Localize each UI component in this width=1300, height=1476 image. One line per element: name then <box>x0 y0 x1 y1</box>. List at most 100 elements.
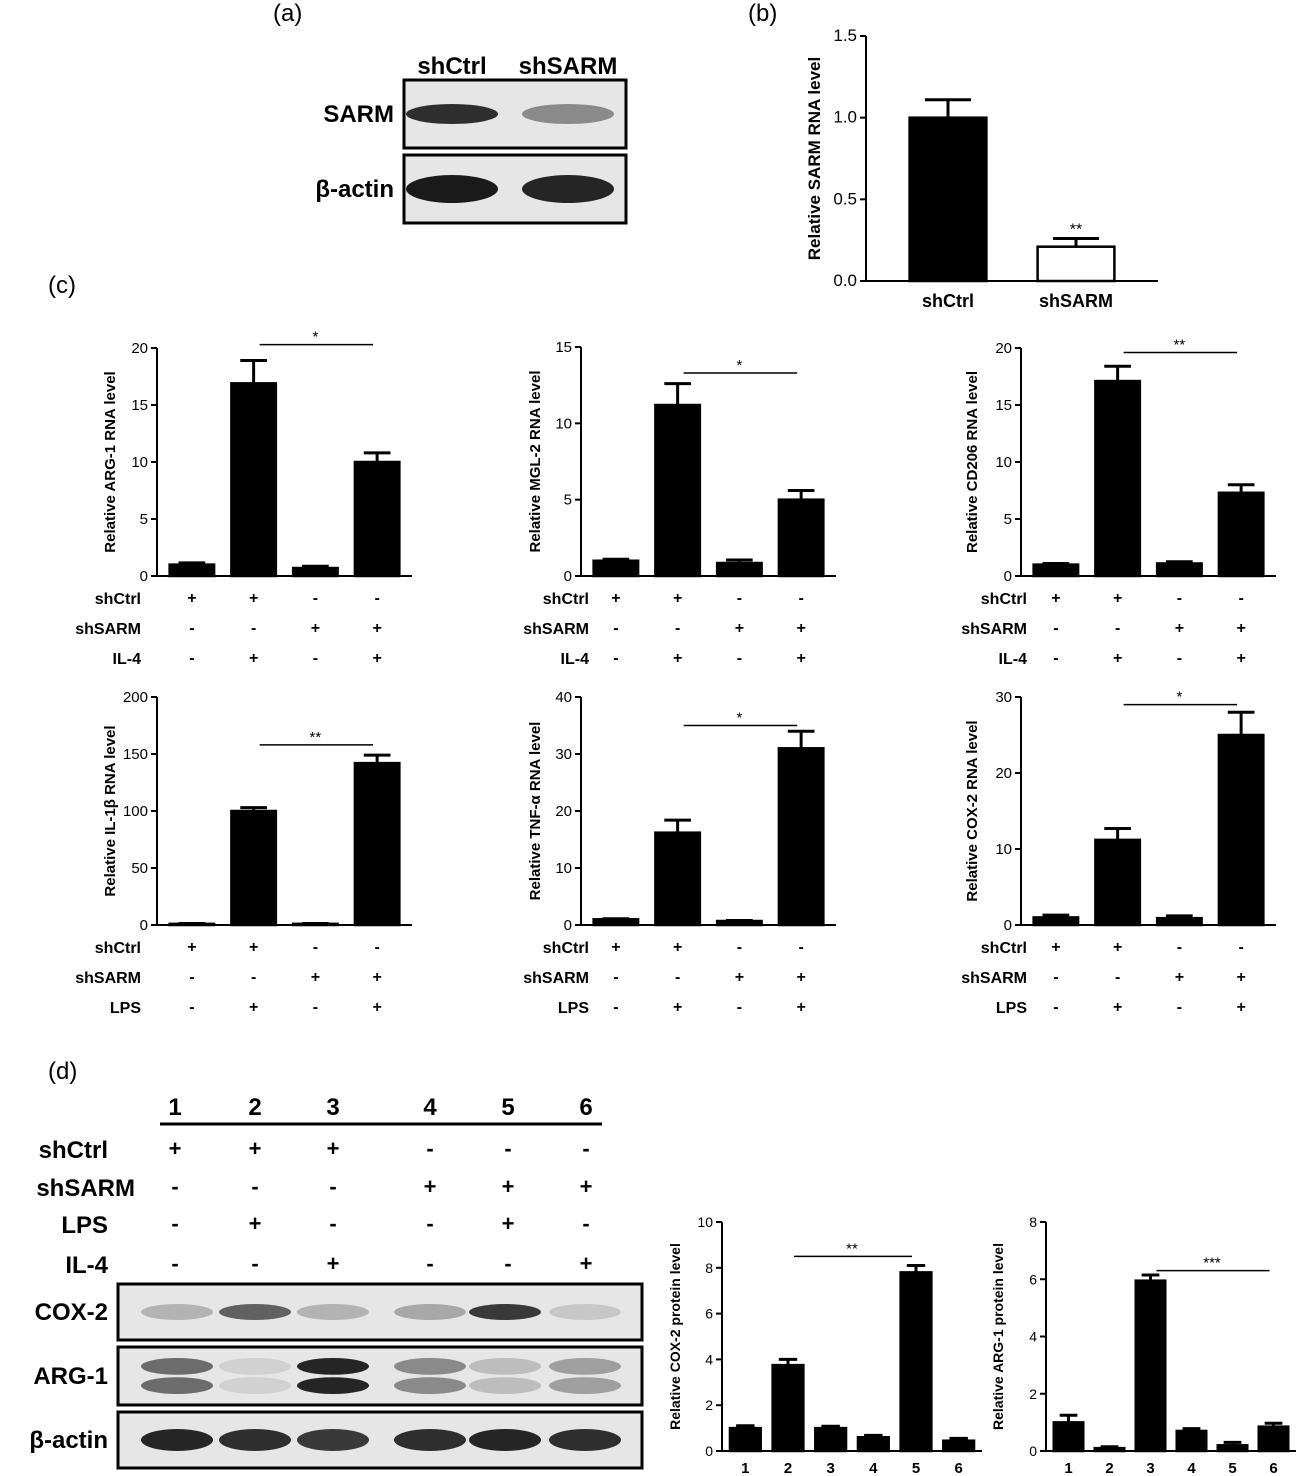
condition-sign: + <box>673 939 682 956</box>
bar <box>1155 562 1203 578</box>
condition-sign: - <box>313 999 318 1016</box>
y-tick-label: 20 <box>555 803 572 820</box>
y-tick-label: 0 <box>705 1443 713 1459</box>
y-tick-label: 1.5 <box>833 26 857 45</box>
condition-label: shSARM <box>523 970 589 987</box>
condition-sign: - <box>1177 999 1182 1016</box>
bar <box>1094 379 1142 578</box>
y-tick-label: 15 <box>555 339 572 356</box>
bar <box>1217 491 1265 578</box>
condition-sign: - <box>1238 939 1243 956</box>
bar <box>777 747 825 927</box>
condition-sign: + <box>1113 999 1122 1016</box>
significance-label: * <box>312 329 318 346</box>
blot-d-band <box>219 1304 291 1320</box>
condition-sign: + <box>796 999 805 1016</box>
blot-d-lane-number: 2 <box>248 1094 261 1121</box>
bar <box>908 116 988 283</box>
condition-sign: + <box>1236 969 1245 986</box>
x-tick-label: 4 <box>1187 1460 1196 1476</box>
y-tick-label: 8 <box>1029 1214 1037 1230</box>
blot-a-row-label: β-actin <box>315 176 394 203</box>
condition-label: shSARM <box>75 621 141 638</box>
bar <box>1032 563 1080 578</box>
condition-sign: + <box>673 590 682 607</box>
condition-label: shSARM <box>961 970 1027 987</box>
y-tick-label: 8 <box>705 1260 713 1276</box>
y-axis-label: Relative MGL-2 RNA level <box>527 371 544 553</box>
condition-label: IL-4 <box>999 651 1028 668</box>
blot-d-band-upper <box>297 1358 369 1375</box>
condition-sign: - <box>1053 969 1058 986</box>
blot-a-lane-label: shSARM <box>519 53 618 80</box>
y-axis-label: Relative COX-2 RNA level <box>964 720 981 901</box>
condition-sign: - <box>1177 939 1182 956</box>
blot-d-sign: + <box>424 1174 437 1199</box>
condition-label: IL-4 <box>561 651 590 668</box>
blot-d-row-frame <box>116 1345 644 1407</box>
blot-d-band <box>469 1429 541 1451</box>
x-tick-label: 2 <box>1105 1460 1113 1476</box>
y-tick-label: 10 <box>555 860 572 877</box>
bar <box>771 1363 805 1453</box>
y-tick-label: 0.0 <box>833 271 857 290</box>
bar <box>353 761 401 927</box>
condition-label: shCtrl <box>981 591 1027 608</box>
condition-sign: + <box>1113 590 1122 607</box>
bar <box>1052 1421 1085 1453</box>
condition-sign: - <box>251 620 256 637</box>
bar <box>592 918 640 927</box>
x-tick-label: 4 <box>869 1460 878 1476</box>
blot-a-band <box>406 175 498 203</box>
condition-sign: + <box>311 969 320 986</box>
bar <box>291 566 339 578</box>
blot-d-sign: - <box>171 1211 178 1236</box>
blot-d-condition-label: shCtrl <box>39 1137 108 1164</box>
condition-sign: + <box>311 620 320 637</box>
y-tick-label: 150 <box>123 746 148 763</box>
bar <box>1134 1279 1167 1453</box>
y-tick-label: 1.0 <box>833 108 857 127</box>
y-tick-label: 10 <box>995 841 1012 858</box>
condition-sign: - <box>313 650 318 667</box>
blot-a: shCtrl shSARM SARM β-actin <box>315 53 628 225</box>
chart-c6: 0 10 20 30 Relative COX-2 RNA level shCtrl + + -… <box>961 689 1276 1017</box>
blot-d-row-label: COX-2 <box>35 1299 108 1326</box>
x-tick-label: shCtrl <box>922 291 974 311</box>
blot-d-sign: - <box>582 1136 589 1161</box>
chart-c5: 0 10 20 30 40 Relative TNF-α RNA level shCtrl +… <box>523 689 836 1017</box>
bar <box>942 1439 976 1453</box>
condition-sign: - <box>613 999 618 1016</box>
bar <box>715 919 763 927</box>
y-tick-label: 15 <box>131 397 148 414</box>
y-tick-label: 20 <box>995 340 1012 357</box>
condition-sign: - <box>613 620 618 637</box>
blot-a-lane-label: shCtrl <box>417 53 486 80</box>
condition-sign: + <box>249 590 258 607</box>
y-tick-label: 200 <box>123 689 148 706</box>
bar <box>1175 1429 1208 1453</box>
blot-d-band <box>549 1304 621 1320</box>
y-tick-label: 100 <box>123 803 148 820</box>
condition-sign: - <box>798 939 803 956</box>
bar <box>1093 1446 1126 1453</box>
panel-label-b: (b) <box>748 0 778 27</box>
bar <box>168 922 216 927</box>
condition-sign: - <box>313 939 318 956</box>
blot-d-sign: + <box>580 1174 593 1199</box>
bar <box>168 563 216 578</box>
blot-d-condition-label: IL-4 <box>65 1252 108 1279</box>
condition-label: IL-4 <box>113 651 142 668</box>
condition-sign: - <box>374 590 379 607</box>
y-axis-label: Relative ARG-1 protein level <box>990 1243 1006 1430</box>
condition-sign: + <box>372 969 381 986</box>
condition-sign: + <box>673 999 682 1016</box>
y-tick-label: 5 <box>1004 511 1012 528</box>
condition-sign: - <box>1238 590 1243 607</box>
blot-d-sign: - <box>582 1211 589 1236</box>
bar <box>353 460 401 578</box>
condition-label: shSARM <box>75 970 141 987</box>
condition-sign: - <box>737 650 742 667</box>
blot-d-sign: - <box>171 1174 178 1199</box>
